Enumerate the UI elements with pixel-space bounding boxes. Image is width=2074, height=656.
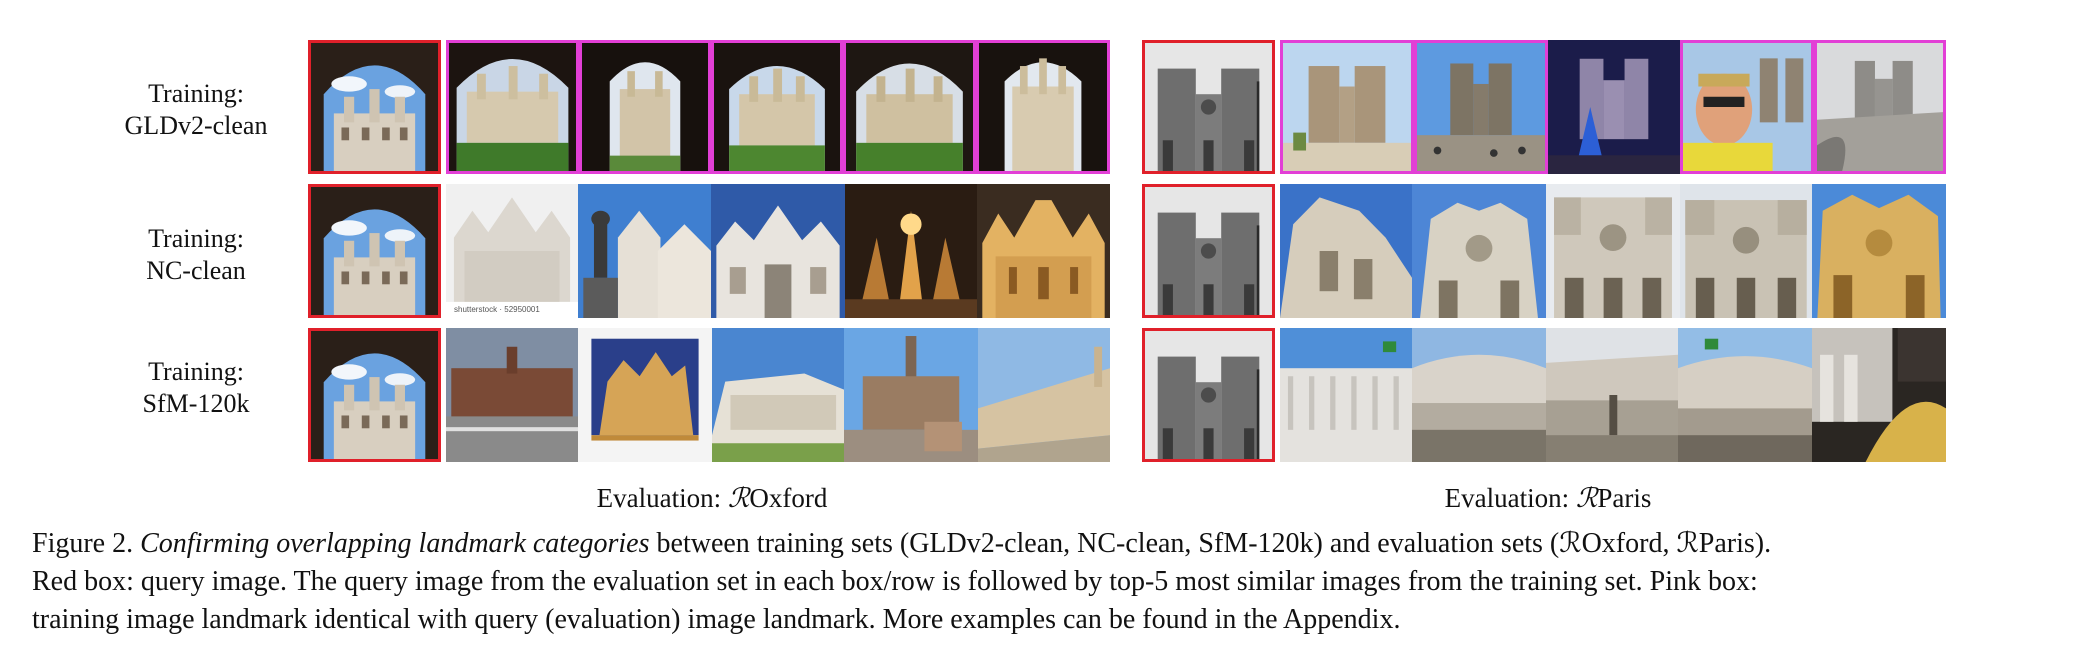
oxford-gldv2-match-2 — [579, 40, 711, 174]
paris-sfm-result-5 — [1812, 328, 1946, 462]
oxford-strip-gldv2 — [308, 40, 1110, 174]
oxford-nc-result-1: shutterstock · 52950001 — [446, 184, 578, 318]
oxford-gldv2-match-3 — [711, 40, 843, 174]
oxford-query-image — [308, 40, 441, 174]
paris-query-image — [1142, 184, 1275, 318]
caption-line-2: Red box: query image. The query image fr… — [32, 566, 1758, 597]
eval-prefix: Evaluation: — [1444, 483, 1576, 513]
eval-calligraphic-r: ℛ — [1575, 483, 1598, 514]
paris-gldv2-match-2 — [1414, 40, 1548, 174]
paris-sfm-result-1 — [1280, 328, 1412, 462]
oxford-gldv2-match-1 — [446, 40, 579, 174]
caption-text: between training sets (GLDv2-clean, NC-c… — [649, 528, 1772, 559]
oxford-strip-nc: shutterstock · 52950001 — [308, 184, 1110, 318]
row-label-line1: Training: — [148, 224, 244, 253]
paris-nc-result-1 — [1280, 184, 1412, 318]
figure-caption: Figure 2. Confirming overlapping landmar… — [32, 525, 2042, 639]
oxford-sfm-result-3 — [712, 328, 844, 462]
row-label-nc: Training: NC-clean — [96, 223, 296, 287]
oxford-query-image — [308, 328, 441, 462]
eval-dataset-name: Paris — [1597, 483, 1652, 513]
eval-prefix: Evaluation: — [596, 483, 728, 513]
oxford-nc-result-4 — [845, 184, 977, 318]
paris-nc-result-5 — [1812, 184, 1946, 318]
paris-nc-result-3 — [1546, 184, 1680, 318]
paris-gldv2-match-5 — [1814, 40, 1946, 174]
figure-label: Figure 2. — [32, 528, 134, 559]
oxford-gldv2-match-4 — [843, 40, 976, 174]
oxford-strip-sfm — [308, 328, 1110, 462]
paris-strip-sfm — [1142, 328, 1946, 462]
eval-calligraphic-r: ℛ — [727, 483, 750, 514]
oxford-query-image — [308, 184, 441, 318]
caption-emphasis: Confirming overlapping landmark categori… — [140, 528, 650, 559]
row-label-sfm: Training: SfM-120k — [96, 356, 296, 420]
paris-strip-gldv2 — [1142, 40, 1946, 174]
oxford-sfm-result-4 — [844, 328, 978, 462]
eval-label-oxford: Evaluation: ℛOxford — [532, 482, 892, 515]
oxford-sfm-result-1 — [446, 328, 578, 462]
paris-nc-result-4 — [1680, 184, 1812, 318]
eval-label-paris: Evaluation: ℛParis — [1368, 482, 1728, 515]
oxford-nc-result-3 — [711, 184, 845, 318]
paris-gldv2-match-4 — [1680, 40, 1814, 174]
caption-line-3: training image landmark identical with q… — [32, 604, 1401, 635]
paris-nc-result-2 — [1412, 184, 1546, 318]
oxford-sfm-result-2 — [578, 328, 712, 462]
row-label-line2: NC-clean — [146, 256, 246, 285]
row-label-line2: GLDv2-clean — [124, 111, 268, 140]
paris-sfm-result-3 — [1546, 328, 1678, 462]
caption-line-1: Figure 2. Confirming overlapping landmar… — [32, 525, 2042, 563]
paris-query-image — [1142, 328, 1275, 462]
oxford-sfm-result-5 — [978, 328, 1110, 462]
paris-query-image — [1142, 40, 1275, 174]
oxford-nc-result-2 — [578, 184, 711, 318]
watermark-text: shutterstock · 52950001 — [454, 305, 540, 314]
paris-sfm-result-2 — [1412, 328, 1546, 462]
paris-gldv2-match-1 — [1280, 40, 1414, 174]
paris-sfm-result-4 — [1678, 328, 1812, 462]
paris-gldv2-result-3 — [1548, 40, 1680, 174]
eval-dataset-name: Oxford — [749, 483, 828, 513]
row-label-line1: Training: — [148, 79, 244, 108]
row-label-gldv2: Training: GLDv2-clean — [96, 78, 296, 142]
oxford-nc-result-5 — [977, 184, 1110, 318]
row-label-line1: Training: — [148, 357, 244, 386]
row-label-line2: SfM-120k — [142, 389, 250, 418]
oxford-gldv2-match-5 — [976, 40, 1110, 174]
paris-strip-nc — [1142, 184, 1946, 318]
